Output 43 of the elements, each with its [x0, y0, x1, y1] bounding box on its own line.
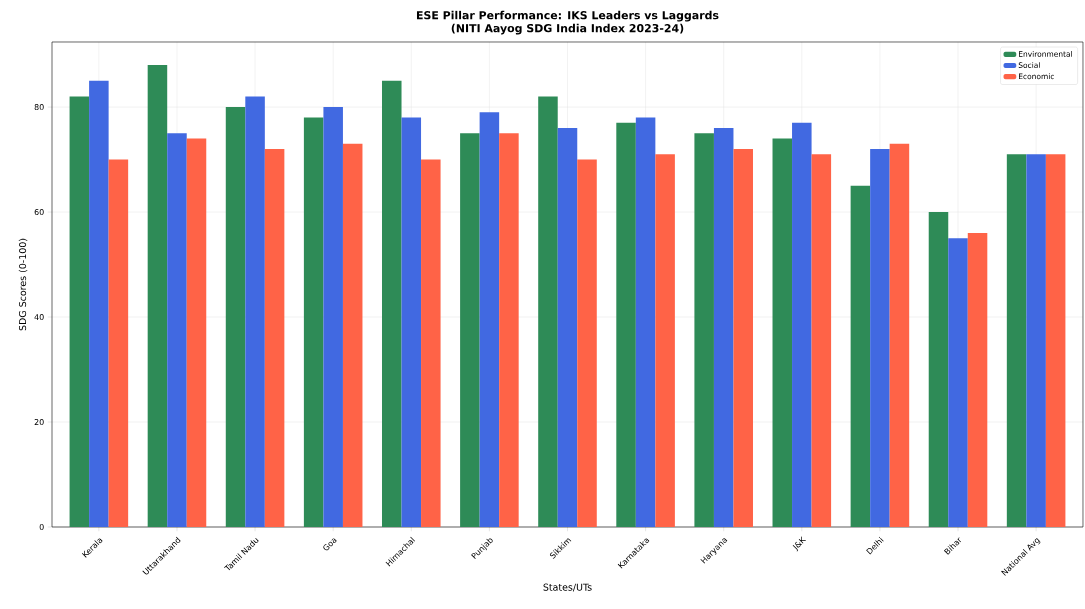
bar — [557, 128, 578, 527]
bar — [772, 138, 793, 527]
bar — [1045, 154, 1066, 527]
bar — [655, 154, 675, 527]
bar — [733, 149, 753, 527]
bar — [401, 117, 422, 527]
chart-title: ESE Pillar Performance: IKS Leaders vs Laggards — [416, 10, 719, 22]
bar — [460, 133, 480, 527]
bar — [1006, 154, 1027, 527]
bar — [850, 185, 871, 527]
bar — [479, 112, 500, 527]
bar — [889, 143, 910, 527]
bar — [792, 122, 812, 527]
bar — [538, 96, 558, 527]
bar — [89, 80, 109, 527]
bar — [421, 159, 441, 527]
x-axis-title: States/UTs — [543, 583, 592, 592]
bar — [967, 233, 988, 527]
bar — [928, 212, 949, 527]
chart-subtitle: (NITI Aayog SDG India Index 2023-24) — [451, 23, 684, 35]
bar — [342, 143, 363, 527]
bar — [323, 107, 343, 527]
bar — [713, 128, 734, 527]
bar — [1026, 154, 1046, 527]
bar — [167, 133, 187, 527]
bar — [577, 159, 597, 527]
bar — [147, 65, 168, 527]
bar — [499, 133, 519, 527]
y-axis-title: SDG Scores (0-100) — [18, 238, 28, 331]
bar — [225, 107, 246, 527]
bar — [948, 238, 968, 527]
bar — [264, 149, 285, 527]
bar — [303, 117, 324, 527]
bar — [245, 96, 265, 527]
bar — [381, 80, 402, 527]
bar — [108, 159, 129, 527]
bar — [186, 138, 207, 527]
bar — [870, 149, 890, 527]
bar — [616, 122, 636, 527]
bar — [811, 154, 832, 527]
bar — [69, 96, 90, 527]
bar — [694, 133, 714, 527]
bar — [635, 117, 656, 527]
